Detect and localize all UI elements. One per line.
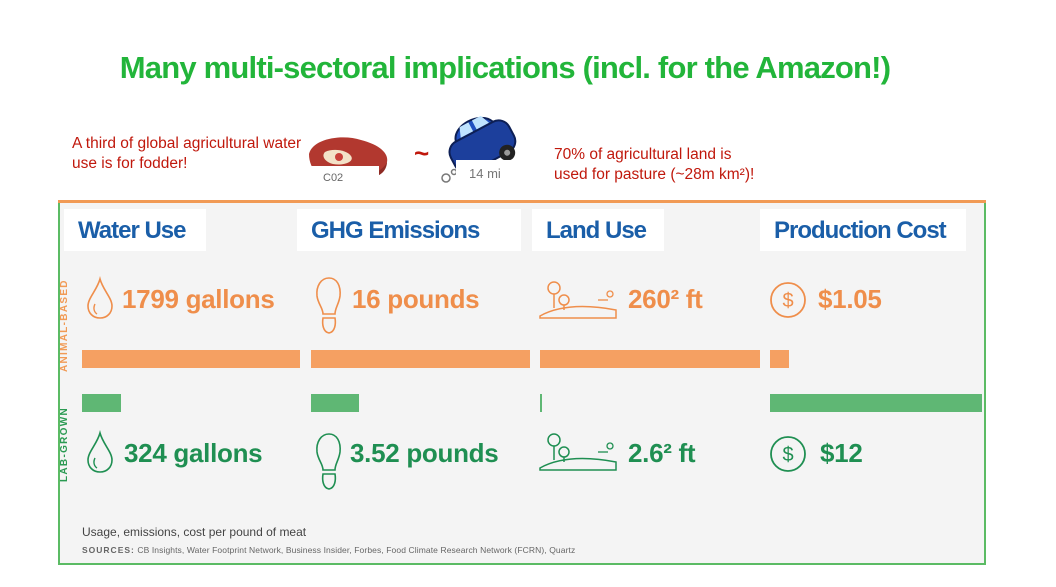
fodder-note: A third of global agricultural water use…: [72, 135, 302, 172]
footnote: Usage, emissions, cost per pound of meat: [82, 525, 307, 539]
slide-title: Many multi-sectoral implications (incl. …: [119, 50, 891, 85]
pasture-note-line1: 70% of agricultural land is: [554, 146, 732, 163]
lab-grown-label: LAB-GROWN: [59, 406, 70, 482]
water-animal-value: 1799 gallons: [122, 284, 275, 314]
cost-lab-value: $12: [820, 438, 863, 468]
dollar-icon: $: [770, 436, 806, 472]
land-animal-value: 260² ft: [628, 284, 703, 314]
pasture-note: 70% of agricultural land is used for pas…: [554, 145, 814, 185]
distance-label-backdrop: [456, 160, 518, 186]
sources-label: SOURCES:: [82, 545, 135, 555]
land-icon: [539, 281, 617, 319]
production-cost-header: Production Cost: [760, 209, 966, 251]
co2-label: C02: [323, 172, 344, 184]
distance-label: 14 mi: [469, 166, 501, 181]
ghg-animal-bar: [311, 350, 530, 368]
land-lab-value: 2.6² ft: [628, 438, 696, 468]
ghg-emissions-header: GHG Emissions: [297, 209, 521, 251]
animal-based-label: ANIMAL-BASED: [59, 279, 70, 372]
land-icon: [539, 433, 617, 471]
water-lab-bar: [82, 394, 121, 412]
water-drop-icon: [87, 430, 113, 473]
comparison-panel: [58, 200, 986, 565]
water-drop-icon: [87, 276, 113, 319]
footprint-icon: [316, 277, 341, 334]
panel-top-border: [58, 200, 986, 203]
land-lab-bar: [540, 394, 542, 412]
sources-line: SOURCES: CB Insights, Water Footprint Ne…: [82, 545, 575, 555]
sources-text: CB Insights, Water Footprint Network, Bu…: [137, 545, 576, 555]
footprint-icon: [316, 433, 341, 490]
dollar-icon: $: [770, 282, 806, 318]
water-animal-bar: [82, 350, 300, 368]
land-use-header: Land Use: [532, 209, 664, 251]
svg-text:$: $: [782, 444, 793, 466]
ghg-lab-bar: [311, 394, 359, 412]
cost-lab-bar: [770, 394, 982, 412]
tilde-symbol: ~: [414, 138, 430, 168]
co2-label-backdrop: [307, 166, 379, 190]
water-lab-value: 324 gallons: [124, 438, 263, 468]
cost-animal-value: $1.05: [818, 284, 882, 314]
pasture-note-line2: used for pasture (~28m km²)!: [554, 166, 755, 183]
land-animal-bar: [540, 350, 760, 368]
ghg-animal-value: 16 pounds: [352, 284, 480, 314]
svg-text:$: $: [782, 290, 793, 312]
water-use-header: Water Use: [64, 209, 206, 251]
cost-animal-bar: [770, 350, 789, 368]
ghg-lab-value: 3.52 pounds: [350, 438, 499, 468]
